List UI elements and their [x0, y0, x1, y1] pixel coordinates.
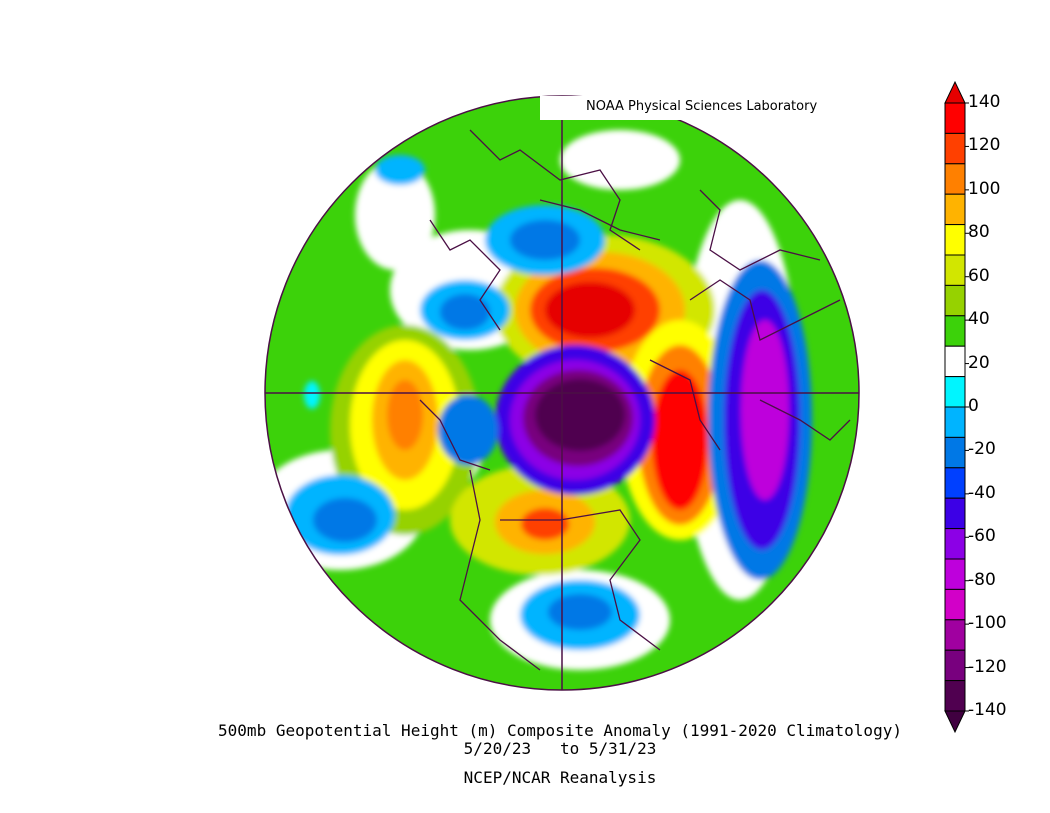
colorbar-swatch — [944, 345, 966, 378]
colorbar-label: -20 — [968, 439, 996, 460]
colorbar-swatch — [944, 680, 966, 712]
colorbar-label: 140 — [968, 92, 1001, 112]
colorbar-swatch — [944, 284, 966, 317]
colorbar-swatch — [944, 193, 966, 226]
caption-dates: 5/20/23 to 5/31/23 — [463, 739, 657, 758]
colorbar-label: 60 — [968, 265, 990, 286]
colorbar-swatch — [944, 254, 966, 286]
colorbar-swatch — [944, 528, 966, 560]
colorbar-swatch — [944, 315, 966, 347]
colorbar-swatch — [944, 467, 966, 499]
caption-source: NCEP/NCAR Reanalysis — [463, 768, 657, 787]
colorbar-arrow-bottom — [944, 710, 966, 734]
colorbar-label: 40 — [968, 309, 990, 330]
colorbar-label: -40 — [968, 482, 996, 503]
credit-box — [540, 96, 860, 120]
colorbar-swatch — [944, 132, 966, 165]
colorbar-swatch — [944, 588, 966, 621]
anomaly-fields — [265, 130, 812, 670]
colorbar-arrow-top — [944, 80, 966, 104]
map-disk — [265, 96, 859, 690]
colorbar-swatch — [944, 436, 966, 469]
colorbar-label: 0 — [968, 396, 979, 416]
colorbar-label: -140 — [968, 700, 1007, 720]
colorbar-label: 80 — [968, 222, 990, 243]
credit-label: NOAA Physical Sciences Laboratory — [586, 99, 818, 114]
colorbar-label: 120 — [968, 135, 1001, 156]
colorbar-swatch — [944, 376, 966, 408]
colorbar-swatch — [944, 497, 966, 530]
colorbar-label: -120 — [968, 656, 1007, 677]
colorbar-swatch — [944, 406, 966, 438]
colorbar-swatch — [944, 558, 966, 590]
colorbar-label: 20 — [968, 352, 990, 373]
colorbar-label: 100 — [968, 178, 1001, 199]
colorbar-swatch — [944, 649, 966, 682]
colorbar-label: -80 — [968, 569, 996, 590]
colorbar-swatch — [944, 102, 966, 134]
colorbar-label: -100 — [968, 613, 1007, 634]
colorbar-label: -60 — [968, 526, 996, 547]
caption-title: 500mb Geopotential Height (m) Composite … — [218, 721, 902, 740]
coastlines — [419, 129, 851, 671]
colorbar — [944, 80, 969, 734]
colorbar-swatch — [944, 224, 966, 256]
colorbar-swatch — [944, 619, 966, 651]
colorbar-swatch — [944, 163, 966, 195]
